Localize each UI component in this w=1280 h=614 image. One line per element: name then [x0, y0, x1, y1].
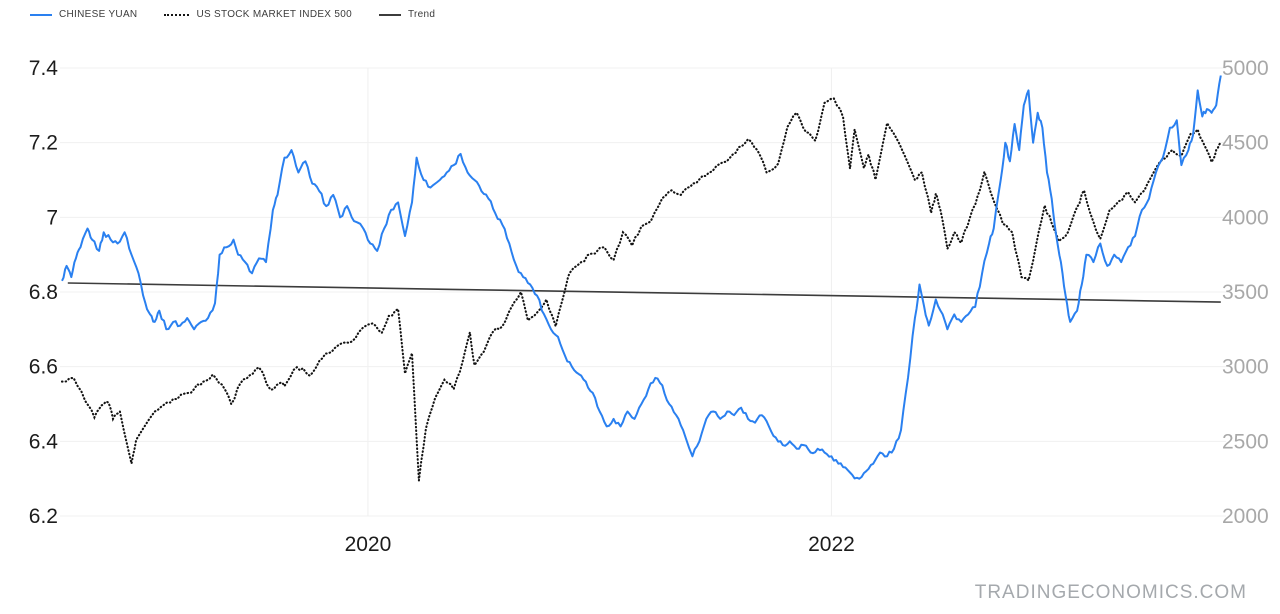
chart-legend: CHINESE YUAN US STOCK MARKET INDEX 500 T…: [30, 9, 435, 20]
svg-text:4500: 4500: [1222, 132, 1269, 155]
svg-text:2000: 2000: [1222, 505, 1269, 528]
svg-text:6.6: 6.6: [29, 356, 58, 379]
legend-label: Trend: [407, 9, 436, 20]
legend-item-us-stock-index[interactable]: US STOCK MARKET INDEX 500: [164, 9, 352, 20]
svg-text:3500: 3500: [1222, 281, 1269, 304]
svg-text:3000: 3000: [1222, 356, 1269, 379]
svg-text:2500: 2500: [1222, 430, 1269, 453]
svg-text:7.2: 7.2: [29, 132, 58, 155]
series-chinese-yuan[interactable]: [61, 75, 1222, 480]
svg-text:6.8: 6.8: [29, 281, 58, 304]
legend-label: US STOCK MARKET INDEX 500: [196, 9, 352, 20]
svg-text:6.4: 6.4: [29, 430, 59, 453]
legend-item-chinese-yuan[interactable]: CHINESE YUAN: [30, 9, 137, 20]
series-trend[interactable]: [67, 282, 1221, 303]
legend-item-trend[interactable]: Trend: [378, 9, 436, 20]
trend-line-swatch-icon: [378, 13, 401, 16]
svg-text:7: 7: [46, 206, 58, 229]
legend-label: CHINESE YUAN: [59, 9, 138, 20]
axis-labels: 7.4 7.2 7 6.8 6.6 6.4 6.2 5000 4500 4000 3500 3000 2…: [29, 57, 1269, 556]
watermark: TRADINGECONOMICS.COM: [974, 582, 1247, 603]
svg-text:2022: 2022: [808, 533, 855, 556]
svg-text:7.4: 7.4: [29, 57, 59, 80]
series-us-stock-index[interactable]: [61, 97, 1222, 481]
svg-text:2020: 2020: [345, 533, 392, 556]
svg-text:6.2: 6.2: [29, 505, 58, 528]
svg-text:4000: 4000: [1222, 206, 1269, 229]
line-swatch-icon: [30, 13, 52, 16]
svg-text:5000: 5000: [1222, 57, 1269, 80]
dotted-line-swatch-icon: [164, 13, 190, 16]
